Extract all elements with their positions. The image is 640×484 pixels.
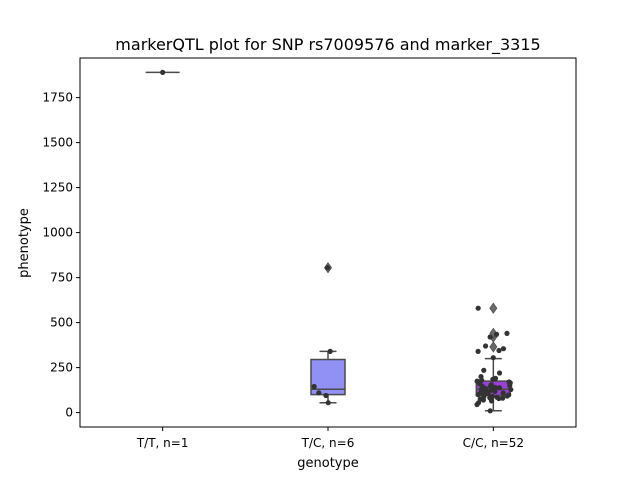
data-point (492, 388, 498, 394)
data-point (490, 376, 496, 382)
x-tick-label: C/C, n=52 (463, 436, 524, 450)
data-point (311, 383, 317, 390)
data-point (508, 386, 514, 393)
y-tick-label: 0 (65, 406, 73, 420)
data-point (496, 385, 503, 391)
data-point (496, 395, 502, 402)
data-point (474, 401, 480, 408)
data-point (504, 393, 510, 399)
data-point (496, 347, 502, 354)
data-point (160, 69, 166, 75)
chart-title: markerQTL plot for SNP rs7009576 and mar… (115, 35, 540, 55)
data-point (487, 408, 493, 414)
data-point (485, 391, 491, 397)
outlier-marker (489, 302, 498, 314)
y-tick-label: 1000 (42, 226, 73, 240)
data-point (500, 395, 506, 401)
data-point (492, 384, 498, 390)
data-point (325, 400, 331, 406)
plot-content (145, 69, 514, 414)
points-group (160, 69, 166, 75)
x-tick-label: T/T, n=1 (136, 436, 189, 450)
data-point (325, 265, 331, 271)
y-tick-label: 500 (50, 316, 73, 330)
data-point (475, 392, 481, 398)
x-axis: T/T, n=1 T/C, n=6 C/C, n=52 (136, 427, 524, 450)
y-tick-label: 750 (50, 271, 73, 285)
data-point (475, 305, 481, 311)
data-point (480, 397, 486, 403)
box-group (310, 262, 346, 404)
data-point (316, 390, 322, 396)
data-point (500, 390, 506, 396)
y-tick-label: 1750 (42, 91, 73, 105)
points-group (474, 305, 514, 414)
data-point (482, 343, 489, 349)
y-axis-label: phenotype (17, 208, 32, 278)
y-tick-label: 250 (50, 361, 73, 375)
x-axis-label: genotype (297, 456, 358, 471)
y-tick-label: 1250 (42, 181, 73, 195)
y-axis: 0 250 500 750 1000 1250 1500 1750 (42, 91, 80, 420)
data-point (496, 370, 503, 376)
y-tick-label: 1500 (42, 136, 73, 150)
data-point (327, 348, 333, 354)
data-point (481, 367, 487, 373)
data-point (487, 334, 493, 340)
data-point (488, 398, 495, 404)
outlier-marker (489, 341, 498, 353)
data-point (475, 348, 481, 354)
data-point (507, 383, 513, 389)
data-point (490, 355, 496, 361)
points-group (311, 265, 333, 406)
data-point (500, 346, 507, 352)
x-tick-label: T/C, n=6 (301, 436, 355, 450)
data-point (504, 330, 510, 336)
data-point (323, 392, 329, 399)
data-point (493, 331, 500, 337)
